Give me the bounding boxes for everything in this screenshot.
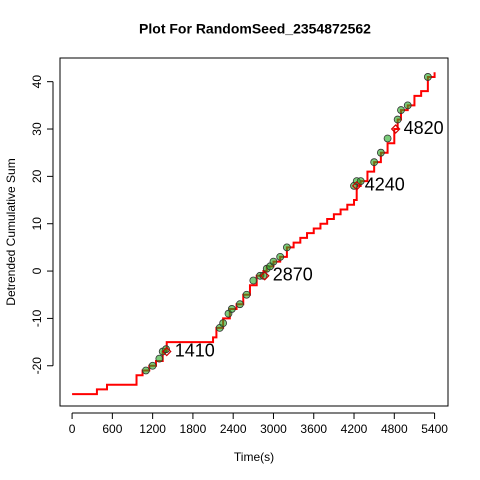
y-tick-label: 40 bbox=[30, 75, 44, 89]
y-tick-label: 20 bbox=[30, 169, 44, 183]
x-tick-label: 3600 bbox=[300, 422, 327, 436]
point-marker bbox=[383, 134, 392, 143]
annotation: 4820 bbox=[404, 118, 444, 138]
point-marker bbox=[393, 115, 402, 124]
annotation: 1410 bbox=[175, 340, 215, 360]
diamond-marker bbox=[351, 180, 362, 191]
point-marker bbox=[148, 361, 157, 370]
diamond-marker bbox=[390, 124, 401, 134]
diamond-marker bbox=[259, 270, 270, 281]
y-tick-label: -10 bbox=[30, 309, 44, 327]
y-tick-label: 30 bbox=[30, 122, 44, 136]
point-marker bbox=[236, 300, 244, 309]
y-tick-label: -20 bbox=[30, 357, 44, 375]
diamond-marker bbox=[161, 346, 172, 357]
x-tick-label: 3000 bbox=[260, 422, 287, 436]
point-marker bbox=[269, 257, 278, 266]
point-marker bbox=[249, 276, 258, 285]
x-tick-label: 1800 bbox=[180, 422, 207, 436]
y-tick-label: 0 bbox=[30, 267, 44, 274]
point-marker bbox=[162, 345, 170, 354]
point-marker bbox=[219, 319, 228, 328]
x-tick-label: 0 bbox=[69, 422, 76, 436]
point-marker bbox=[403, 101, 412, 110]
point-marker bbox=[356, 177, 365, 186]
point-marker bbox=[155, 354, 164, 363]
x-axis-label: Time(s) bbox=[234, 450, 274, 464]
x-tick-label: 4800 bbox=[381, 422, 408, 436]
chart-title: Plot For RandomSeed_2354872562 bbox=[139, 21, 371, 37]
x-tick-label: 5400 bbox=[421, 422, 448, 436]
point-marker bbox=[370, 158, 379, 167]
x-tick-label: 600 bbox=[102, 422, 122, 436]
y-axis-label: Detrended Cumulative Sum bbox=[4, 158, 18, 305]
point-marker bbox=[276, 252, 285, 261]
point-marker bbox=[282, 243, 291, 252]
x-tick-label: 2400 bbox=[220, 422, 247, 436]
plot-box bbox=[59, 57, 449, 407]
point-marker bbox=[423, 73, 432, 81]
point-marker bbox=[242, 290, 251, 299]
annotation: 2870 bbox=[273, 265, 313, 285]
x-tick-label: 4200 bbox=[341, 422, 368, 436]
y-tick-label: 10 bbox=[30, 217, 44, 231]
annotation: 4240 bbox=[365, 175, 405, 195]
point-marker bbox=[397, 106, 405, 114]
point-marker bbox=[142, 366, 150, 375]
x-tick-label: 1200 bbox=[139, 422, 166, 436]
point-marker bbox=[376, 148, 385, 157]
point-marker bbox=[227, 305, 236, 313]
